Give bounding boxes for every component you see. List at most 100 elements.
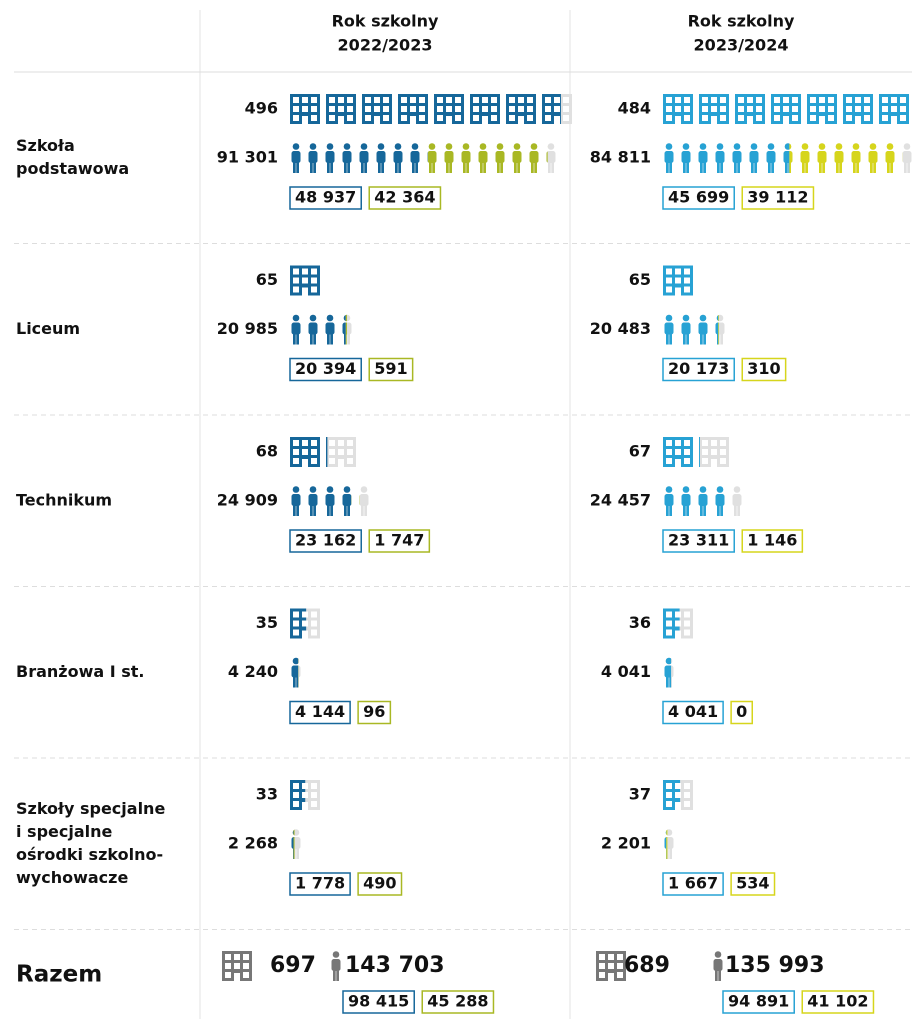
person-icon <box>902 143 912 173</box>
window <box>365 115 371 121</box>
window <box>702 97 708 103</box>
building-icon <box>290 437 320 467</box>
person-shape <box>495 143 505 173</box>
window <box>455 97 461 103</box>
window <box>293 115 299 121</box>
window <box>864 106 870 112</box>
door <box>302 802 308 810</box>
window <box>410 97 416 103</box>
window <box>293 792 299 798</box>
window <box>455 106 461 112</box>
person-shape <box>698 143 708 173</box>
icon-fill <box>851 143 861 173</box>
person-icon <box>308 143 318 173</box>
icon-bg <box>291 829 301 859</box>
door <box>675 802 681 810</box>
window <box>243 972 249 978</box>
icon-fill <box>766 143 776 173</box>
person-shape <box>291 657 301 688</box>
split-box <box>722 990 795 1014</box>
students-count: 20 985 <box>217 319 278 338</box>
window <box>302 106 308 112</box>
window <box>491 97 497 103</box>
column-header: Rok szkolny <box>688 12 795 31</box>
person-icon <box>461 143 471 173</box>
window <box>311 620 317 627</box>
window <box>684 115 690 121</box>
person-shape <box>902 143 912 173</box>
building-icon <box>362 94 392 124</box>
window <box>666 801 672 807</box>
window <box>617 972 623 978</box>
window <box>374 106 380 112</box>
window <box>747 97 753 103</box>
icon-fill <box>546 143 548 173</box>
building-icon <box>470 94 500 124</box>
split-value: 45 699 <box>668 188 729 207</box>
split-box <box>741 186 815 210</box>
window <box>311 458 317 464</box>
window <box>774 97 780 103</box>
window <box>293 801 299 807</box>
window <box>675 268 681 275</box>
window <box>293 620 299 627</box>
window <box>684 801 690 807</box>
person-shape <box>291 143 301 173</box>
building-icon <box>663 437 693 467</box>
person-icon <box>681 143 691 173</box>
door <box>819 116 825 124</box>
icon-fill <box>308 143 318 173</box>
icon-fill <box>342 486 352 516</box>
split-value: 534 <box>736 874 769 893</box>
person-icon <box>749 143 759 173</box>
window <box>684 286 690 293</box>
row-label: i specjalne <box>16 822 113 841</box>
window <box>846 106 852 112</box>
window <box>702 106 708 112</box>
person-shape <box>342 314 352 345</box>
window <box>756 106 762 112</box>
door <box>675 116 681 124</box>
window <box>810 97 816 103</box>
window <box>329 458 335 464</box>
window <box>720 458 726 464</box>
person-icon <box>444 143 454 173</box>
person-icon <box>834 143 844 173</box>
building-icon <box>326 437 356 467</box>
window <box>684 440 690 446</box>
person-shape <box>308 143 318 173</box>
window <box>666 268 672 275</box>
split-box <box>289 357 362 382</box>
building-icon <box>699 94 729 124</box>
window <box>518 97 524 103</box>
split-value: 1 667 <box>668 874 718 893</box>
window <box>792 106 798 112</box>
window <box>302 783 308 789</box>
door <box>554 116 560 124</box>
split-value: 41 102 <box>807 992 868 1011</box>
window <box>864 115 870 121</box>
person-shape <box>664 829 674 859</box>
window <box>545 97 551 103</box>
window <box>747 106 753 112</box>
split-box <box>368 357 414 382</box>
person-icon <box>291 143 301 173</box>
window <box>711 106 717 112</box>
window <box>338 97 344 103</box>
person-icon <box>359 143 369 173</box>
building-icon <box>290 94 320 124</box>
person-icon <box>800 143 810 173</box>
window <box>302 277 308 284</box>
person-icon <box>664 486 674 516</box>
window <box>311 629 317 636</box>
window <box>302 449 308 455</box>
person-icon <box>698 143 708 173</box>
window <box>738 115 744 121</box>
icon-fill <box>376 143 386 173</box>
window <box>293 106 299 112</box>
person-icon <box>715 314 725 345</box>
person-icon <box>732 486 742 516</box>
building-icon <box>807 94 837 124</box>
window <box>684 792 690 798</box>
window <box>819 106 825 112</box>
